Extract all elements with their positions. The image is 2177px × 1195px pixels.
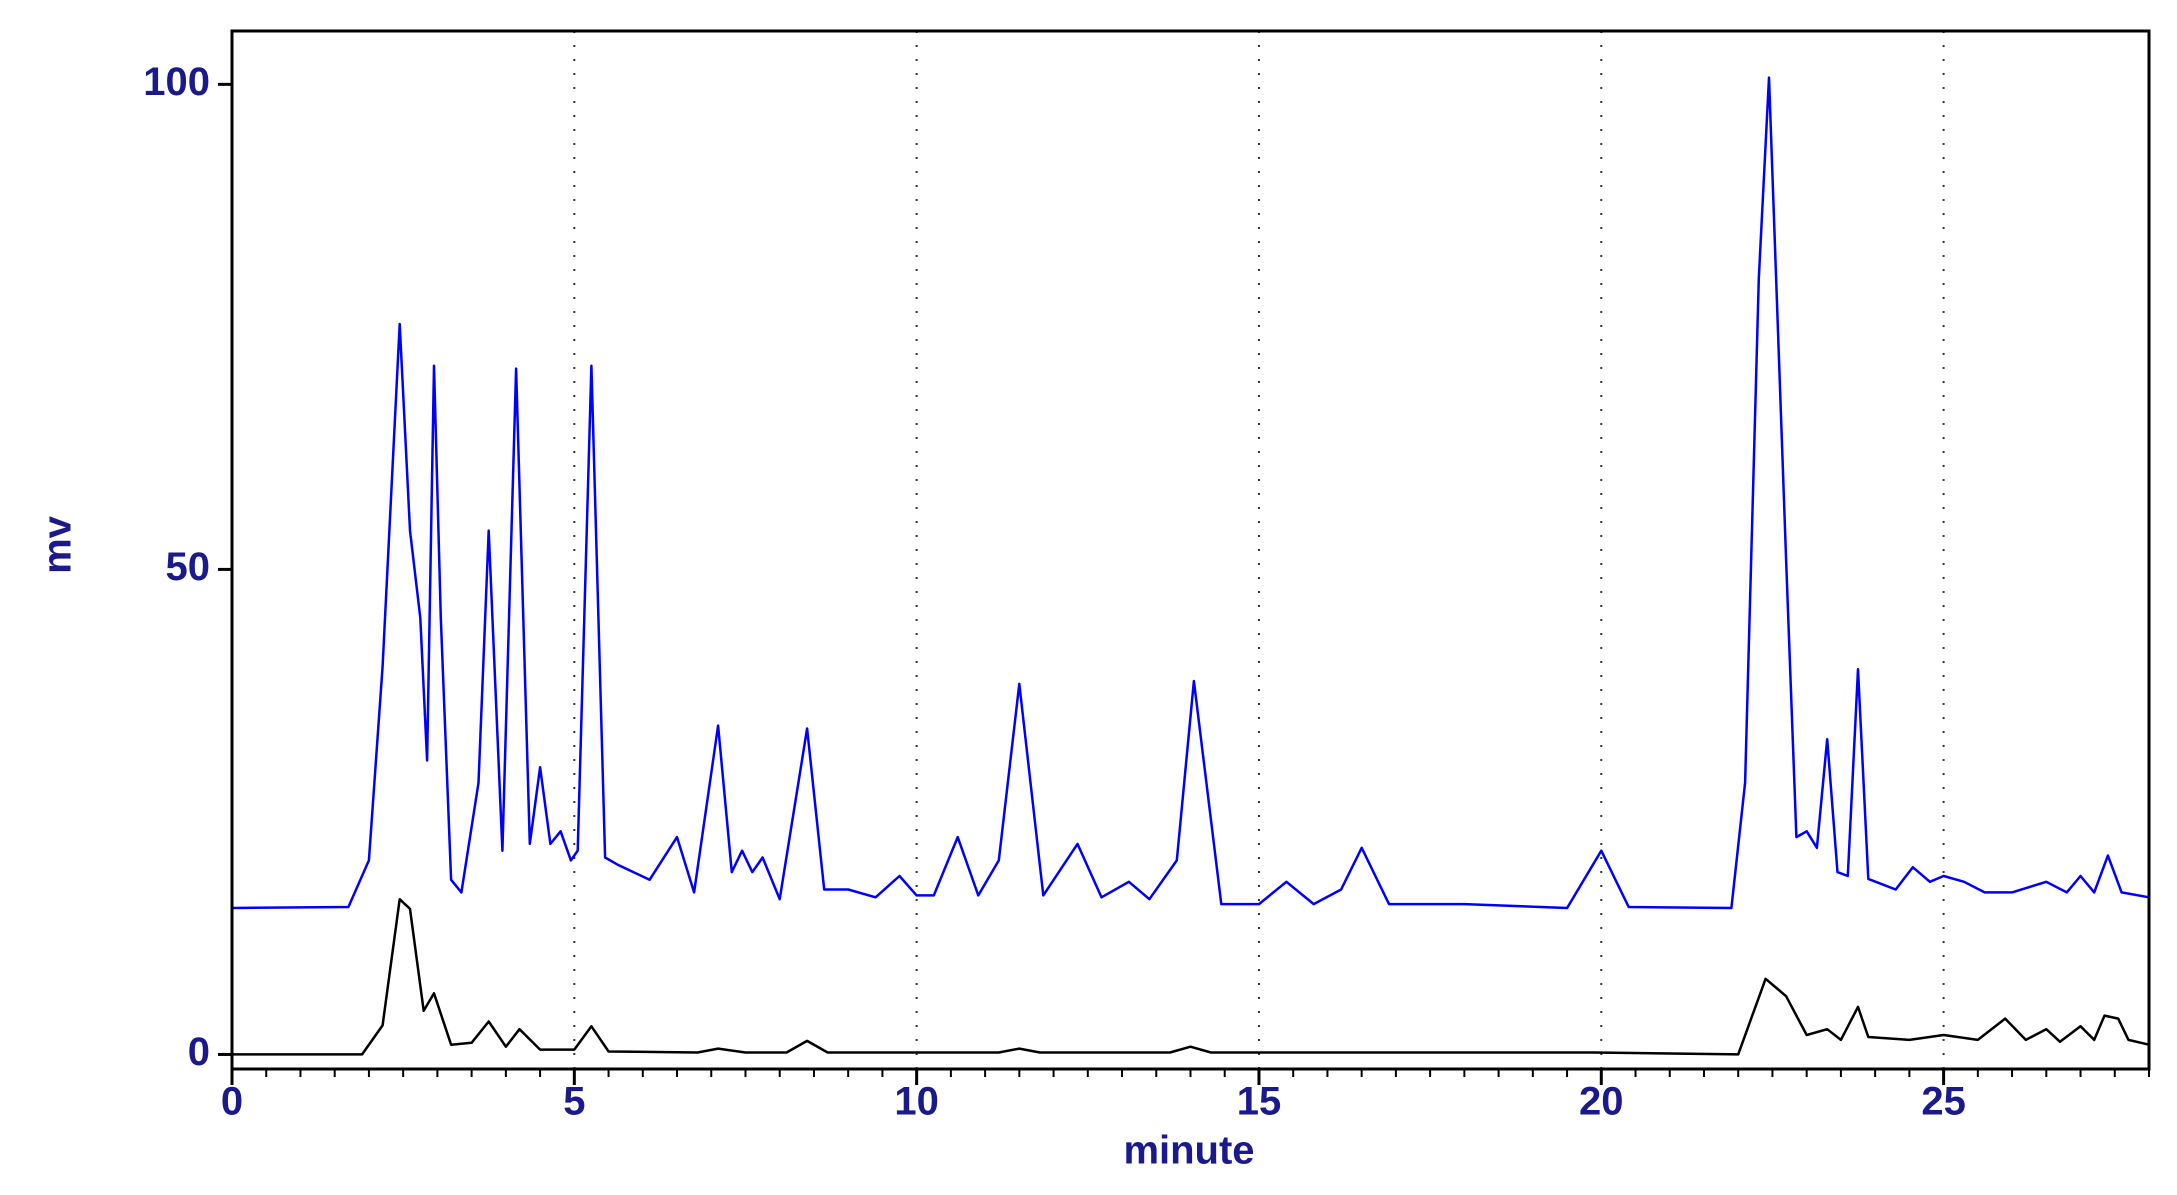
series-line [231, 76, 2150, 910]
y-axis-label: mv [36, 515, 80, 574]
x-tick-label: 10 [894, 1080, 939, 1124]
x-axis-label: minute [1123, 1129, 1254, 1173]
x-tick-label: 15 [1237, 1080, 1282, 1124]
series-line [232, 897, 2150, 1056]
x-tick-label: 5 [563, 1080, 585, 1124]
y-tick-label: 100 [143, 60, 210, 104]
x-tick-label: 20 [1579, 1080, 1624, 1124]
plot-frame [230, 29, 2151, 1071]
y-tick-label: 50 [166, 545, 211, 589]
y-tick-label: 0 [188, 1030, 210, 1074]
x-tick-label: 0 [221, 1080, 243, 1124]
x-tick-label: 25 [1921, 1080, 1966, 1124]
